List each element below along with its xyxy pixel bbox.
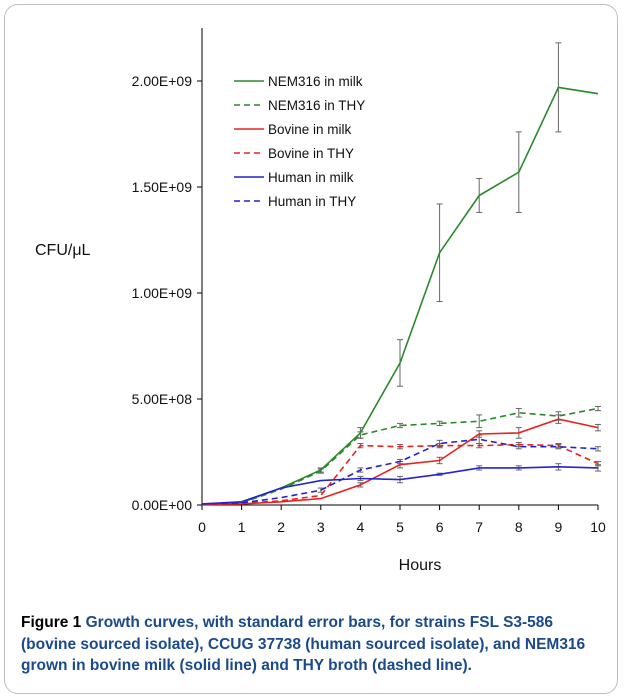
y-tick-label: 5.00E+08 [132, 391, 193, 407]
y-tick-labels: 0.00E+00 5.00E+08 1.00E+09 1.50E+09 2.00E+09 [132, 73, 193, 513]
legend-label: Human in THY [268, 194, 356, 209]
figure-caption-text: Growth curves, with standard error bars,… [21, 614, 586, 674]
x-tick-label: 8 [515, 519, 523, 535]
series-line-human-in-thy [201, 438, 599, 505]
series-line-human-in-milk [201, 465, 599, 505]
figure-frame [4, 4, 618, 694]
figure-label: Figure 1 [21, 614, 82, 631]
x-tick-label: 9 [555, 519, 563, 535]
x-tick-label: 4 [357, 519, 365, 535]
x-tick-labels: 0 1 2 3 4 5 6 7 8 9 10 [198, 519, 606, 535]
y-tick-label: 1.00E+09 [132, 285, 193, 301]
figure-caption: Figure 1 Growth curves, with standard er… [21, 612, 606, 677]
legend-label: Bovine in milk [268, 122, 352, 137]
x-tick-label: 1 [238, 519, 246, 535]
y-tick-label: 1.50E+09 [132, 179, 193, 195]
series-line-bovine-in-thy [201, 443, 599, 506]
growth-chart: 0.00E+00 5.00E+08 1.00E+09 1.50E+09 2.00E+09… [35, 28, 606, 574]
x-tick-label: 5 [396, 519, 404, 535]
x-tick-label: 7 [475, 519, 483, 535]
legend-label: NEM316 in milk [268, 74, 363, 89]
series-lines [201, 86, 599, 506]
legend-label: Human in milk [268, 170, 354, 185]
legend-label: Bovine in THY [268, 146, 354, 161]
series-line-nem316-in-thy [201, 407, 599, 505]
x-tick-label: 0 [198, 519, 206, 535]
y-axis-title: CFU/μL [35, 242, 91, 259]
x-tick-label: 10 [590, 519, 606, 535]
series-line-bovine-in-milk [201, 418, 599, 506]
y-tick-label: 0.00E+00 [132, 497, 193, 513]
x-axis-title: Hours [399, 557, 442, 574]
legend-label: NEM316 in THY [268, 98, 365, 113]
y-tick-label: 2.00E+09 [132, 73, 193, 89]
chart-legend: NEM316 in milk NEM316 in THY Bovine in mil… [234, 74, 365, 209]
series-line-nem316-in-milk [201, 86, 599, 505]
x-tick-label: 6 [436, 519, 444, 535]
chart-axes [197, 28, 599, 510]
x-tick-label: 2 [277, 519, 285, 535]
x-tick-label: 3 [317, 519, 325, 535]
